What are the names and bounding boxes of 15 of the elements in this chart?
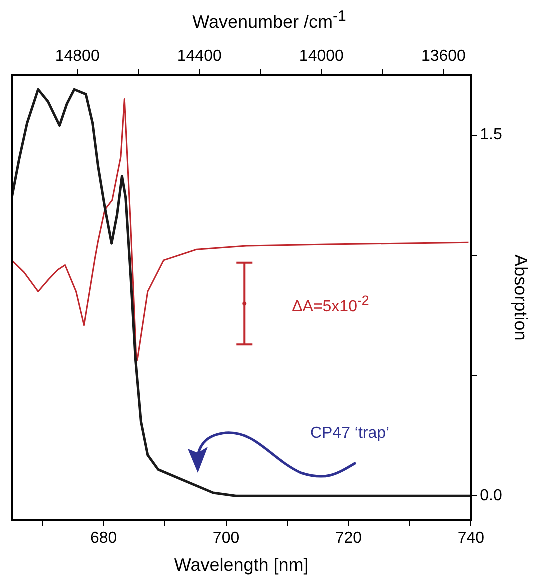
- annotation: CP47 ‘trap’: [310, 424, 390, 443]
- x2-tick-label: 14400: [177, 48, 222, 66]
- x-tick-label: 740: [458, 530, 485, 548]
- x2-tick-label: 14800: [55, 48, 100, 66]
- annotation: ΔA=5x10$^{-2}$: [292, 293, 370, 317]
- x-axis-title: Wavelength [nm]: [174, 555, 309, 576]
- x2-tick-label: 13600: [421, 48, 466, 66]
- x2-tick-label: 14000: [299, 48, 344, 66]
- x-tick-label: 700: [212, 530, 240, 548]
- y-tick-label: 1.5: [480, 126, 502, 144]
- y-axis-title: Absorption: [511, 254, 532, 341]
- x-tick-label: 720: [335, 530, 362, 548]
- x-tick-label: 680: [90, 530, 118, 548]
- y-tick-label: 0.0: [480, 488, 502, 505]
- x2-axis-title: Wavenumber /cm$^{-1}$: [192, 8, 348, 33]
